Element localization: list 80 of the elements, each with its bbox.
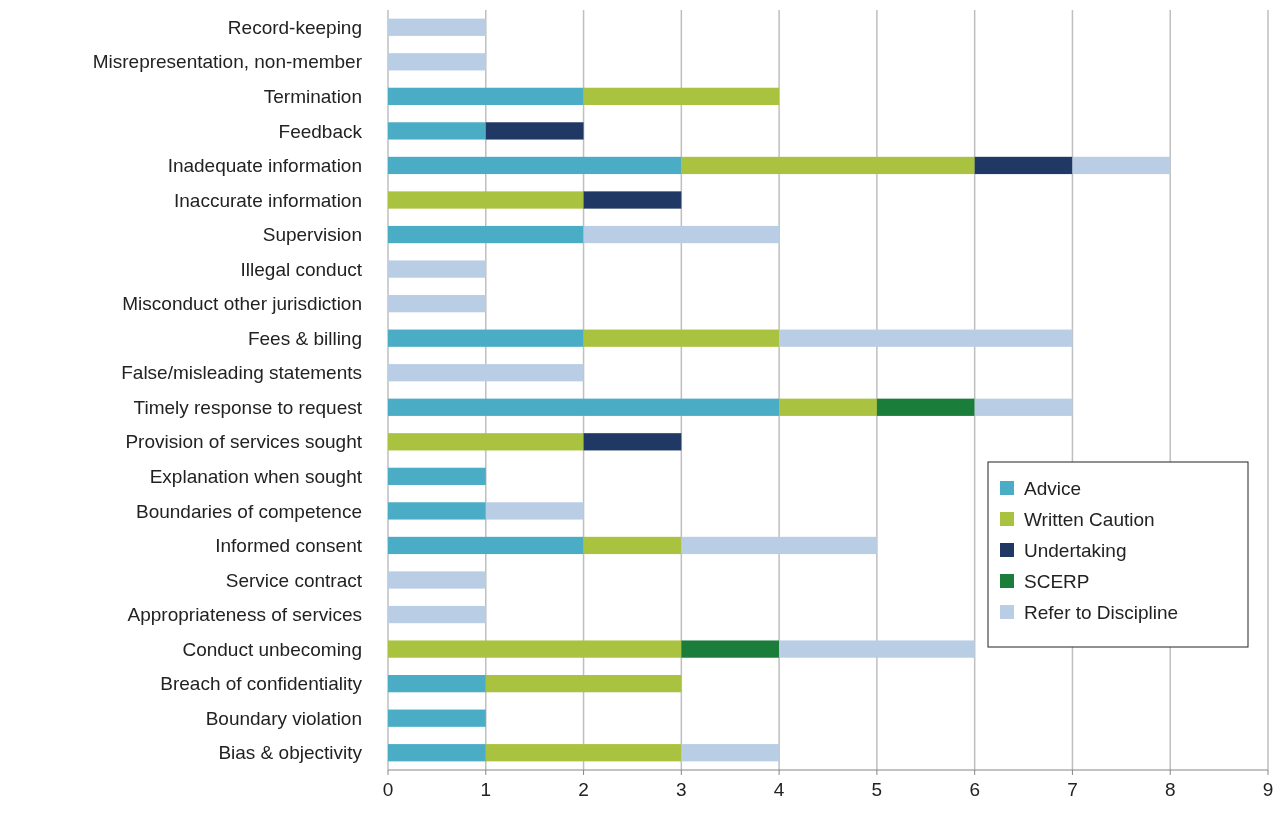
y-tick-label: Inadequate information	[167, 155, 362, 177]
y-tick-label: Explanation when sought	[149, 466, 363, 488]
legend-label: Undertaking	[1024, 539, 1127, 561]
y-tick-label: Informed consent	[215, 535, 363, 557]
bar	[876, 398, 975, 416]
y-tick-label: Conduct unbecoming	[182, 638, 362, 660]
x-tick-label: 1	[480, 779, 492, 800]
bar	[388, 364, 584, 382]
bar	[388, 640, 682, 658]
y-tick-label: Feedback	[278, 120, 363, 142]
bar	[583, 225, 780, 244]
x-tick-label: 5	[871, 779, 883, 800]
bar	[388, 398, 780, 416]
y-tick-label: Misconduct other jurisdiction	[122, 293, 362, 315]
y-tick-label: Appropriateness of services	[127, 604, 362, 626]
x-tick-label: 8	[1164, 779, 1176, 800]
bar	[681, 640, 780, 658]
y-tick-label: Termination	[263, 86, 362, 108]
y-tick-label: Record-keeping	[227, 16, 362, 38]
bar	[388, 502, 486, 520]
bar	[485, 502, 584, 520]
bar	[485, 744, 682, 762]
bar	[388, 122, 486, 140]
bar	[388, 191, 584, 209]
bar	[974, 156, 1073, 175]
x-tick-label: 7	[1067, 779, 1078, 800]
y-tick-label: Provision of services sought	[125, 431, 363, 453]
legend-label: Written Caution	[1024, 508, 1155, 530]
bar	[388, 536, 584, 555]
bar	[388, 744, 486, 762]
x-tick-label: 4	[773, 779, 785, 800]
bar	[388, 329, 584, 347]
bar	[388, 675, 486, 693]
y-tick-label: Fees & billing	[247, 327, 362, 349]
bar	[388, 605, 486, 624]
y-tick-label: Inaccurate information	[174, 189, 362, 211]
bar	[388, 87, 584, 105]
x-tick-label: 9	[1262, 779, 1274, 800]
y-tick-label: Misrepresentation, non-member	[92, 51, 363, 73]
bar	[388, 156, 682, 175]
bar	[583, 87, 780, 105]
bar	[388, 295, 486, 313]
y-tick-label: Boundaries of competence	[135, 500, 362, 522]
y-tick-label: Supervision	[262, 224, 362, 246]
bar	[583, 191, 682, 209]
legend-label: Advice	[1024, 477, 1082, 499]
bar	[1072, 156, 1171, 175]
legend-label: SCERP	[1024, 570, 1090, 592]
bar	[681, 156, 975, 175]
y-tick-label: Illegal conduct	[240, 258, 363, 280]
bar	[583, 433, 682, 451]
bar	[388, 260, 486, 278]
x-tick-label: 0	[382, 779, 394, 800]
x-tick-label: 6	[969, 779, 980, 800]
y-tick-label: Timely response to request	[133, 396, 363, 418]
bar	[388, 225, 584, 244]
bar	[485, 675, 682, 693]
bar	[779, 640, 975, 658]
bar	[388, 433, 584, 451]
bar	[388, 467, 486, 485]
y-tick-label: Boundary violation	[205, 707, 362, 729]
legend-label: Refer to Discipline	[1024, 601, 1179, 623]
y-tick-label: False/misleading statements	[121, 362, 362, 384]
bar	[388, 18, 486, 36]
bar	[388, 709, 486, 727]
y-tick-label: Service contract	[225, 569, 363, 591]
y-tick-label: Breach of confidentiality	[160, 673, 363, 695]
bar	[779, 329, 1073, 347]
bar	[681, 536, 877, 555]
x-tick-label: 2	[578, 779, 589, 800]
bar	[681, 744, 780, 762]
bar	[388, 53, 486, 71]
bar	[974, 398, 1073, 416]
bar	[779, 398, 877, 416]
bar	[583, 536, 682, 555]
bar	[583, 329, 780, 347]
y-tick-label: Bias & objectivity	[218, 742, 363, 764]
x-tick-label: 3	[676, 779, 687, 800]
bar	[485, 122, 584, 140]
bar	[388, 571, 486, 589]
